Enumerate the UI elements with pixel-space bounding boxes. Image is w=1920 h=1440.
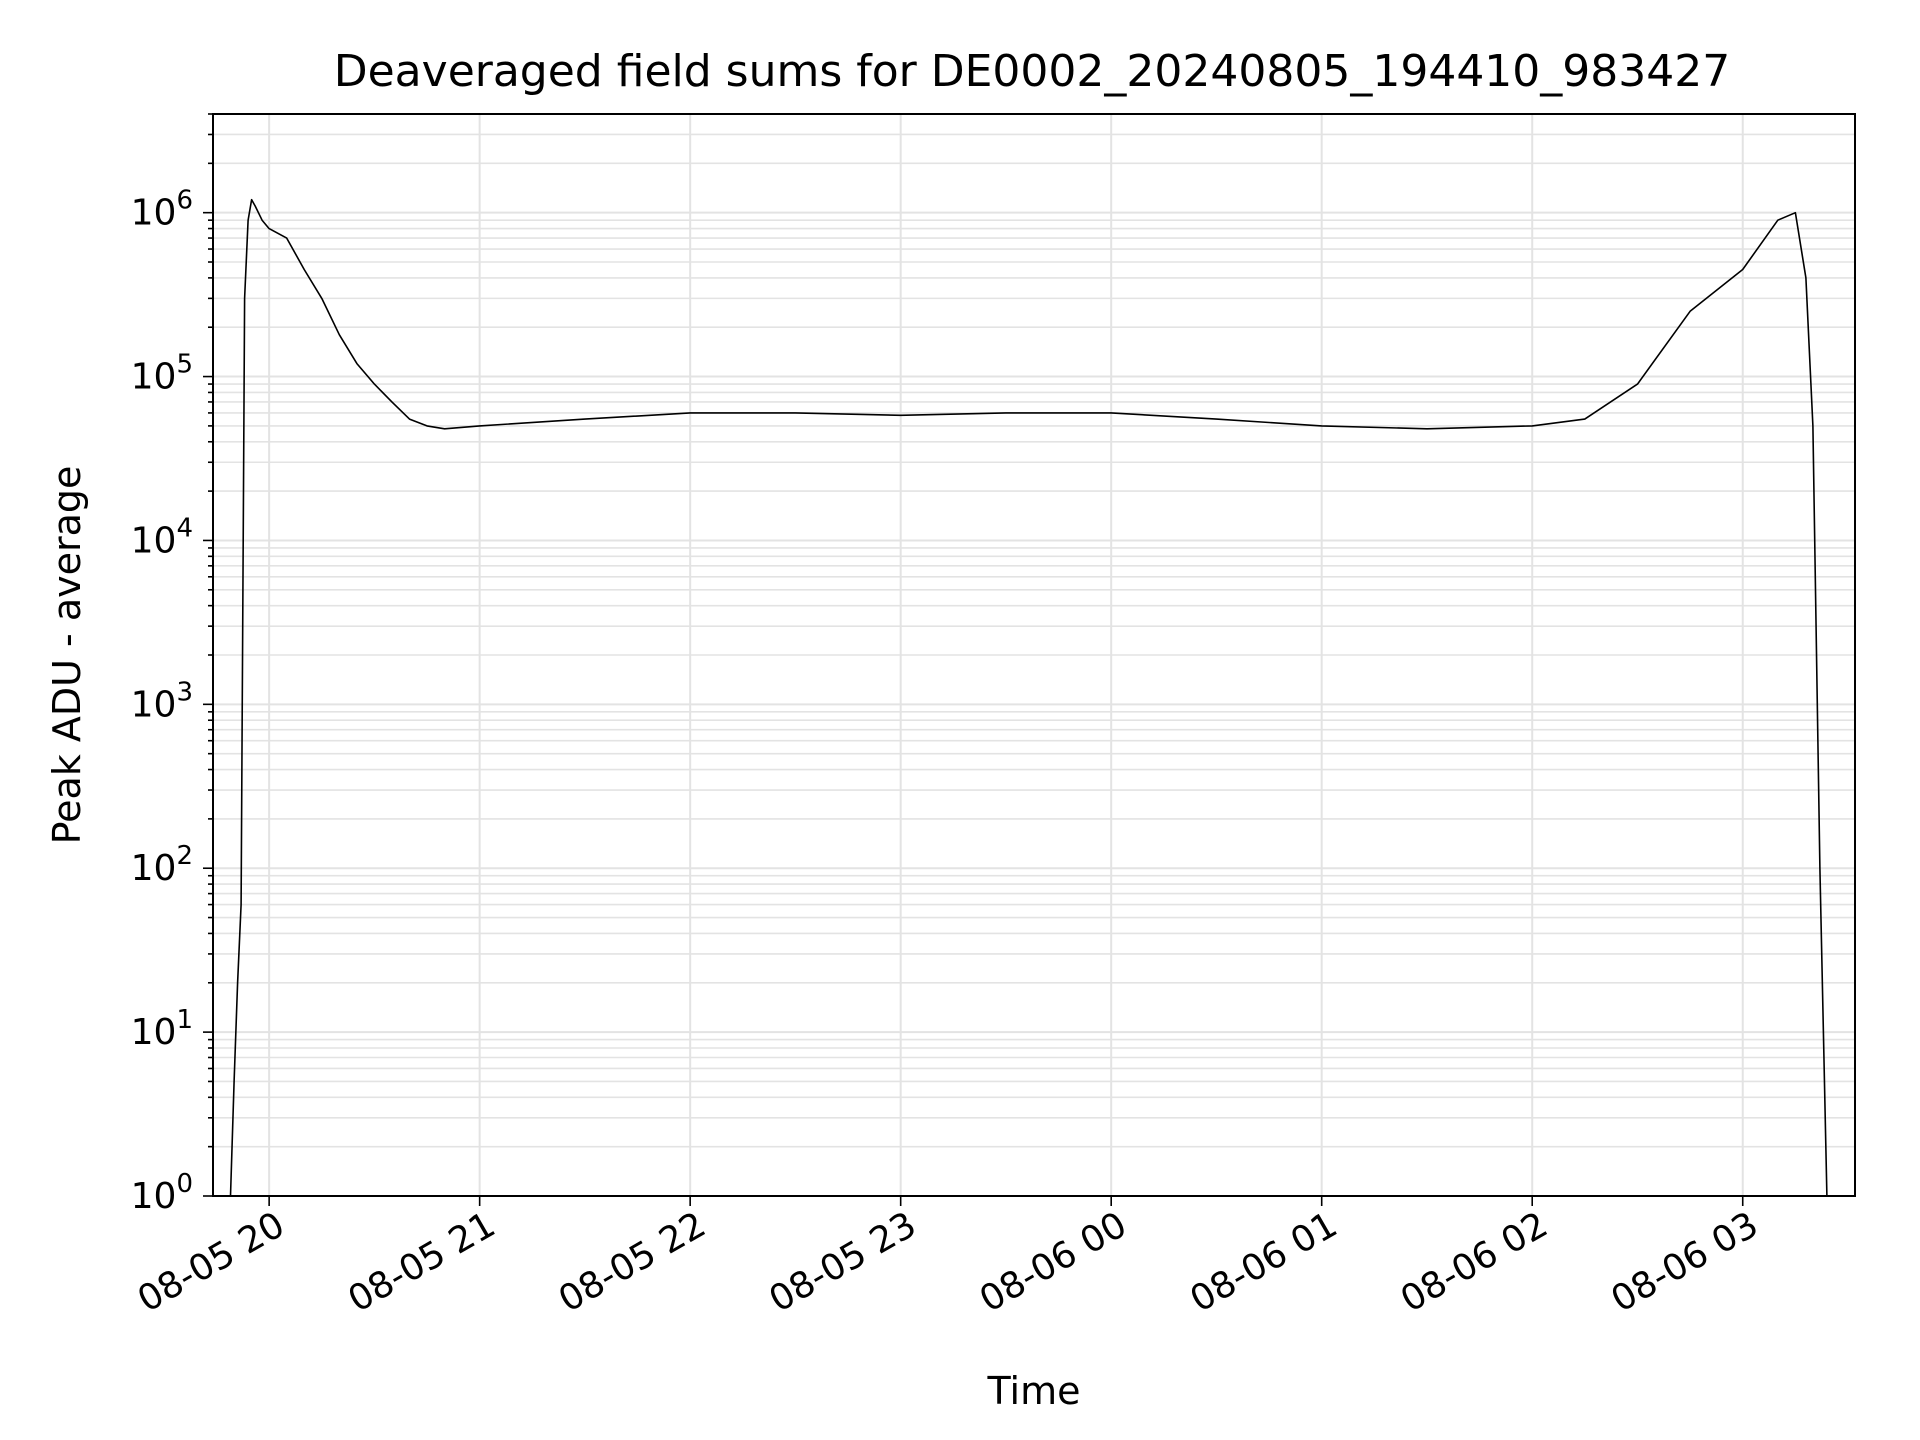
series-line [229,198,1828,1197]
y-tick-label: 102 [131,841,193,889]
chart-title: Deaveraged field sums for DE0002_2024080… [334,46,1731,97]
y-tick-label: 101 [131,1005,193,1053]
series-group [229,198,1828,1197]
x-axis-label: Time [987,1369,1081,1413]
y-tick-label: 100 [131,1169,193,1217]
y-axis-label: Peak ADU - average [45,466,89,845]
y-tick-label: 105 [131,350,193,398]
y-tick-label: 103 [131,677,193,725]
y-tick-label: 104 [131,513,193,561]
y-tick-label: 106 [131,186,193,234]
